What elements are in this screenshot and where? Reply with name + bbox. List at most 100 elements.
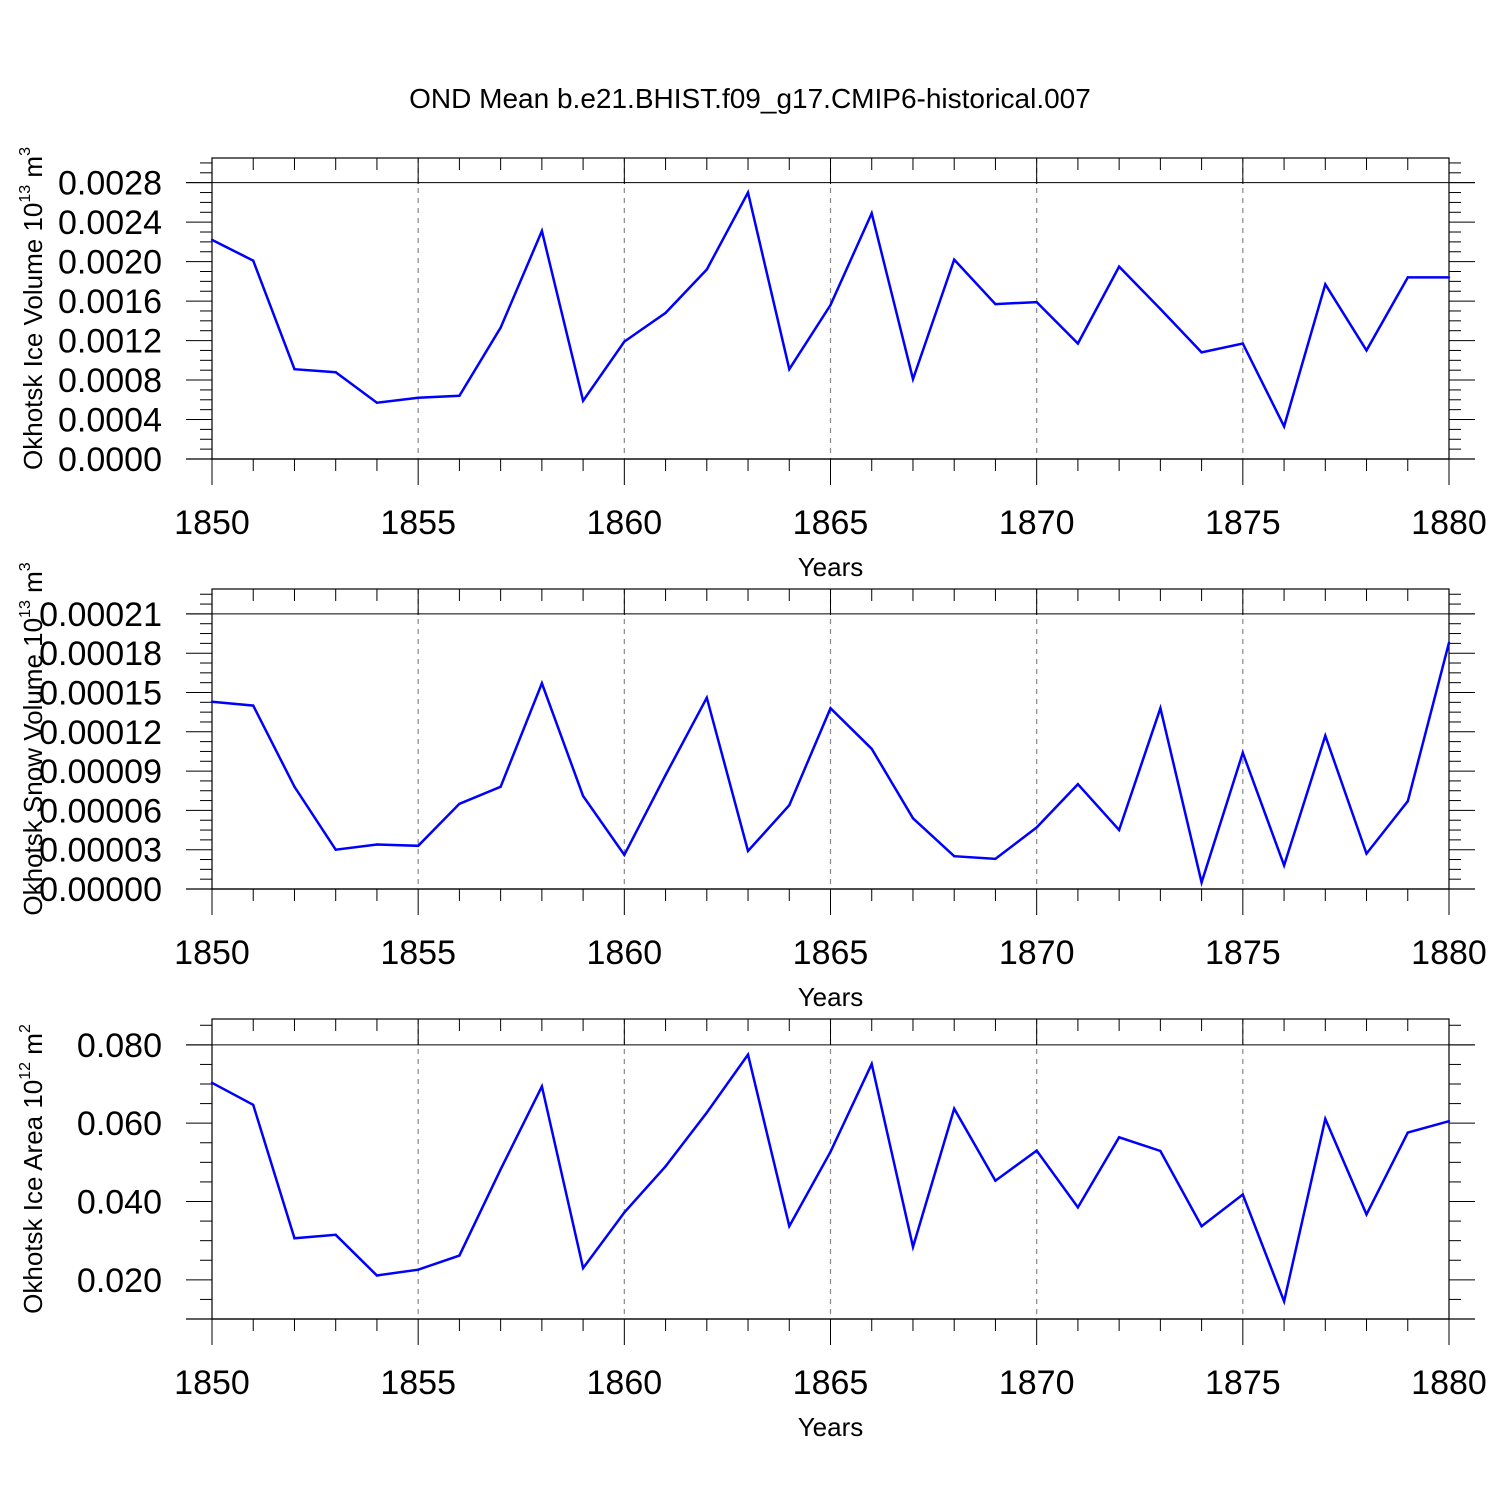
data-point	[293, 1237, 296, 1240]
x-tick-label: 1875	[1205, 504, 1281, 542]
data-point	[911, 377, 915, 381]
data-point	[1406, 800, 1409, 803]
data-point	[705, 1111, 708, 1114]
x-tick-label: 1870	[999, 934, 1075, 972]
data-point	[293, 785, 296, 789]
y-tick-label: 0.080	[77, 1027, 162, 1065]
x-tick-label: 1865	[793, 934, 869, 972]
y-tick-label: 0.0004	[58, 402, 162, 440]
data-point	[1035, 1149, 1038, 1152]
data-point	[293, 367, 296, 371]
x-axis-label: Years	[798, 552, 864, 582]
y-tick-label: 0.00018	[39, 635, 162, 673]
x-tick-label: 1860	[587, 1364, 663, 1402]
y-tick-label: 0.0016	[58, 283, 162, 321]
figure-title: OND Mean b.e21.BHIST.f09_g17.CMIP6-histo…	[409, 83, 1091, 114]
y-tick-label: 0.040	[77, 1184, 162, 1222]
x-tick-label: 1865	[793, 504, 869, 542]
data-point	[870, 1062, 873, 1066]
data-point	[746, 849, 750, 853]
data-point	[705, 696, 708, 699]
x-axis-label: Years	[798, 1412, 864, 1442]
data-point	[829, 707, 832, 710]
data-point	[994, 1179, 997, 1182]
data-point	[953, 1107, 956, 1110]
data-point	[252, 704, 255, 707]
data-point	[829, 303, 832, 307]
data-point	[1365, 852, 1368, 855]
x-tick-label: 1880	[1411, 1364, 1487, 1402]
data-point	[499, 785, 502, 789]
panel-1: 0.00000.00040.00080.00120.00160.00200.00…	[17, 147, 1487, 582]
data-point	[870, 747, 873, 751]
data-point	[252, 1103, 255, 1106]
data-point	[953, 855, 956, 858]
x-tick-label: 1875	[1205, 934, 1281, 972]
data-point	[1324, 283, 1327, 286]
data-point	[1447, 1120, 1451, 1123]
data-point	[829, 1150, 832, 1153]
panel-2: 0.000000.000030.000060.000090.000120.000…	[17, 562, 1487, 1012]
data-point	[210, 238, 214, 242]
y-tick-label: 0.00000	[39, 871, 162, 909]
data-point	[1282, 425, 1286, 428]
y-axis-label: Okhotsk Ice Volume 1013 m3	[17, 147, 48, 470]
data-point	[746, 1053, 750, 1056]
x-tick-label: 1875	[1205, 1364, 1281, 1402]
data-point	[1406, 276, 1409, 279]
data-point	[540, 682, 544, 685]
data-point	[375, 843, 379, 846]
data-point	[1159, 707, 1162, 710]
x-tick-label: 1870	[999, 1364, 1075, 1402]
y-tick-label: 0.0024	[58, 204, 162, 242]
y-axis-label: Okhotsk Snow Volume 1013 m3	[17, 562, 48, 915]
data-point	[1447, 276, 1451, 279]
data-point	[788, 803, 791, 807]
y-tick-label: 0.00006	[39, 792, 162, 830]
data-point	[870, 212, 873, 215]
data-point	[581, 794, 585, 798]
data-point	[334, 370, 337, 374]
data-point	[1241, 751, 1245, 754]
y-tick-label: 0.00021	[39, 596, 162, 634]
data-point	[664, 311, 667, 315]
data-point	[499, 1168, 502, 1171]
x-tick-label: 1860	[587, 934, 663, 972]
data-point	[1365, 1213, 1368, 1216]
data-point	[1365, 349, 1368, 352]
data-point	[1076, 1206, 1080, 1209]
x-tick-label: 1855	[380, 504, 456, 542]
data-point	[746, 191, 750, 194]
data-point	[540, 1085, 544, 1088]
data-point	[210, 1081, 214, 1085]
x-tick-label: 1850	[174, 934, 250, 972]
y-tick-label: 0.0008	[58, 362, 162, 400]
data-point	[1406, 1131, 1409, 1134]
data-point	[1117, 1136, 1121, 1139]
data-point	[911, 1245, 915, 1249]
data-point	[994, 302, 997, 306]
y-tick-label: 0.0000	[58, 441, 162, 479]
y-tick-label: 0.00012	[39, 714, 162, 752]
data-point	[499, 326, 502, 329]
data-point	[623, 1211, 626, 1214]
x-tick-label: 1850	[174, 504, 250, 542]
data-point	[1282, 864, 1286, 867]
data-point	[953, 258, 956, 261]
x-tick-label: 1860	[587, 504, 663, 542]
y-axis-label: Okhotsk Ice Area 1012 m2	[17, 1024, 48, 1314]
data-point	[1159, 307, 1162, 311]
x-tick-label: 1880	[1411, 504, 1487, 542]
data-point	[788, 1224, 791, 1228]
data-point	[1117, 828, 1121, 832]
y-tick-label: 0.00003	[39, 832, 162, 870]
y-tick-label: 0.0020	[58, 244, 162, 282]
y-tick-label: 0.020	[77, 1262, 162, 1300]
data-point	[664, 1165, 667, 1168]
data-point	[210, 700, 214, 703]
data-point	[1076, 782, 1080, 786]
data-point	[1241, 342, 1245, 345]
data-point	[1159, 1149, 1162, 1153]
data-point	[334, 848, 337, 851]
